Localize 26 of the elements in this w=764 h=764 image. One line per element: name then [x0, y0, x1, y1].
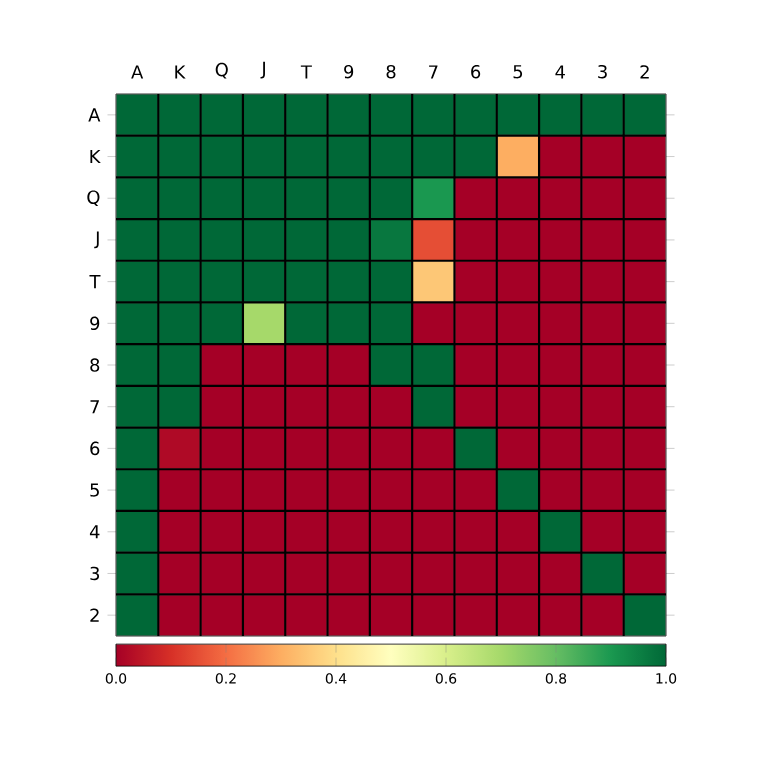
y-tick-label: 6 [90, 441, 100, 456]
y-tick-label: 4 [89, 525, 100, 539]
x-tick-label: 8 [386, 64, 396, 79]
y-tick-label: J [94, 231, 99, 249]
x-tick-label: K [175, 65, 186, 79]
y-tick-label: 8 [90, 358, 100, 372]
x-tick-label: 6 [471, 64, 481, 79]
x-tick-label: 3 [598, 64, 607, 79]
y-tick-label: 5 [90, 483, 99, 497]
x-tick-label: 9 [344, 64, 354, 79]
x-tick-label: T [300, 65, 312, 79]
y-tick-label: A [88, 108, 101, 122]
y-tick-label: Q [87, 190, 100, 207]
x-tick-label: Q [215, 62, 228, 79]
x-tick-label: 7 [429, 65, 438, 79]
x-tick-label: 5 [513, 65, 523, 79]
y-tick-label: 7 [90, 400, 99, 414]
x-tick-label: A [131, 65, 144, 79]
y-tick-label: K [90, 150, 101, 164]
x-tick-label: J [260, 61, 265, 79]
x-tick-label: 4 [555, 65, 565, 79]
y-tick-label: 9 [90, 316, 100, 331]
y-tick-label: 3 [90, 566, 100, 581]
y-tick-label: T [89, 275, 101, 289]
x-tick-label: 2 [640, 65, 649, 79]
y-tick-label: 2 [90, 608, 99, 622]
